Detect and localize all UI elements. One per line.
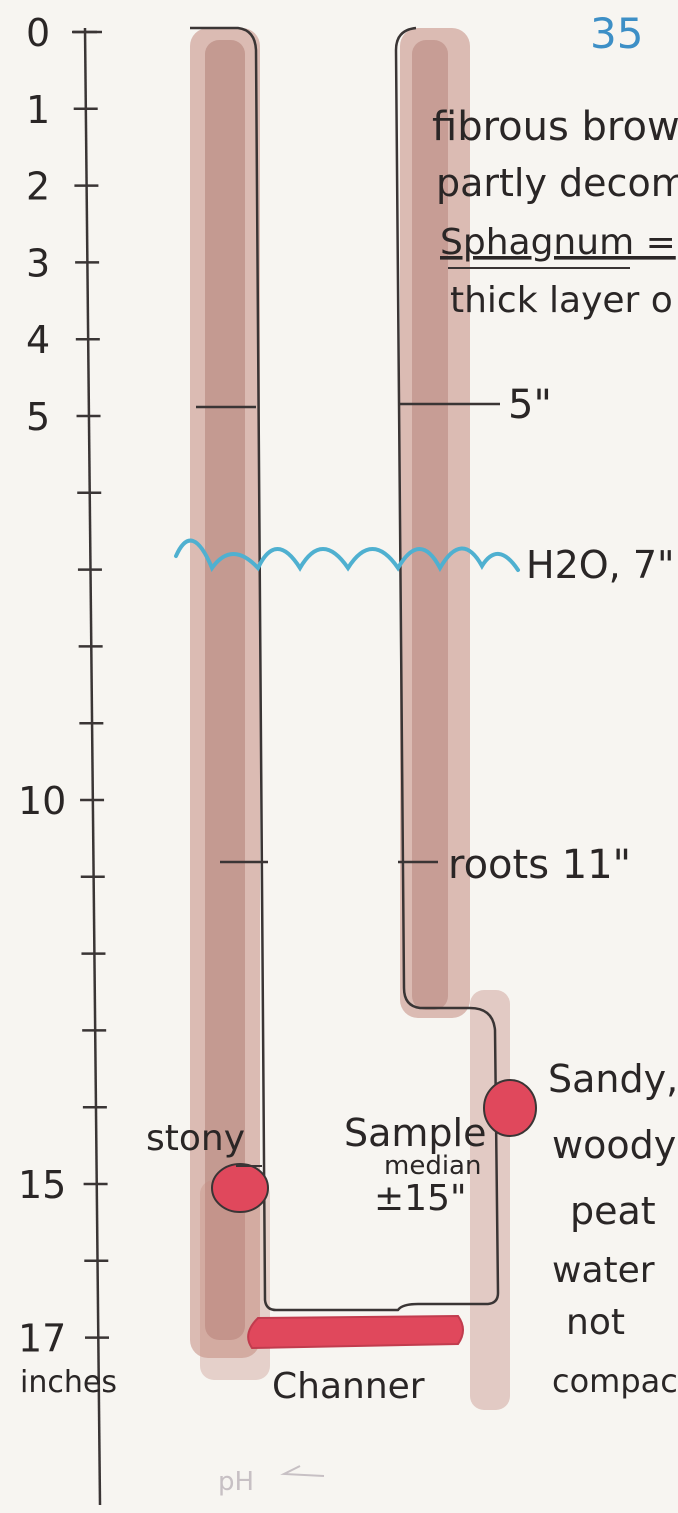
channer-base bbox=[247, 1314, 464, 1350]
sandy-line-5: not bbox=[566, 1302, 625, 1343]
sample-label-line-1: Sample bbox=[344, 1111, 486, 1155]
water-wave-line bbox=[174, 538, 520, 573]
scale-tick-label-15: 15 bbox=[18, 1163, 66, 1207]
description-line-4: thick layer o bbox=[450, 280, 673, 321]
scale-unit-label: inches bbox=[20, 1365, 117, 1400]
ph-note: pH bbox=[218, 1467, 254, 1497]
sandy-line-1: Sandy, bbox=[548, 1057, 678, 1101]
sandy-line-4: water bbox=[552, 1250, 655, 1291]
scale-tick-label-1: 1 bbox=[26, 88, 50, 132]
description-block: fibrous brow partly decom Sphagnum = thi… bbox=[432, 104, 678, 321]
sandy-line-3: peat bbox=[570, 1189, 656, 1233]
marker-roots: roots 11" bbox=[220, 842, 631, 888]
auger-hole-outline bbox=[190, 26, 500, 1312]
sandy-line-6: compact bbox=[552, 1362, 678, 1400]
ph-note-mark bbox=[280, 1465, 325, 1477]
sandy-line-2: woody bbox=[552, 1123, 676, 1167]
scale-tick-label-17: 17 bbox=[18, 1317, 66, 1361]
water-table-label: H2O, 7" bbox=[526, 543, 674, 587]
sample-label-line-2: median bbox=[384, 1151, 481, 1181]
water-table: H2O, 7" bbox=[174, 538, 674, 587]
stony-sample-blob bbox=[211, 1163, 269, 1213]
depth-scale: 0 1 2 3 4 5 10 15 17 bbox=[18, 11, 109, 1506]
scale-axis bbox=[83, 27, 102, 1506]
description-line-2: partly decom bbox=[436, 161, 678, 205]
description-line-1: fibrous brow bbox=[432, 104, 678, 150]
sandy-sample-blob bbox=[483, 1079, 537, 1137]
sandy-description: Sandy, woody peat water not compact bbox=[548, 1057, 678, 1400]
sample-median-label: Sample median ±15" bbox=[344, 1111, 486, 1219]
scale-tick-label-3: 3 bbox=[26, 241, 50, 285]
scale-tick-label-0: 0 bbox=[26, 11, 50, 55]
stony-label: stony bbox=[146, 1118, 245, 1159]
scale-tick-label-2: 2 bbox=[26, 165, 50, 209]
marker-5in: 5" bbox=[196, 382, 552, 428]
description-line-3: Sphagnum = bbox=[440, 222, 676, 263]
page-label: 35 bbox=[590, 9, 643, 58]
channer-label: Channer bbox=[272, 1366, 425, 1407]
scale-tick-label-5: 5 bbox=[26, 395, 50, 439]
scale-tick-label-4: 4 bbox=[26, 318, 50, 362]
marker-5in-label: 5" bbox=[508, 382, 552, 428]
scale-tick-label-10: 10 bbox=[18, 779, 66, 823]
sample-label-line-3: ±15" bbox=[374, 1178, 467, 1219]
peat-shading bbox=[190, 28, 510, 1410]
roots-label: roots 11" bbox=[448, 842, 631, 888]
